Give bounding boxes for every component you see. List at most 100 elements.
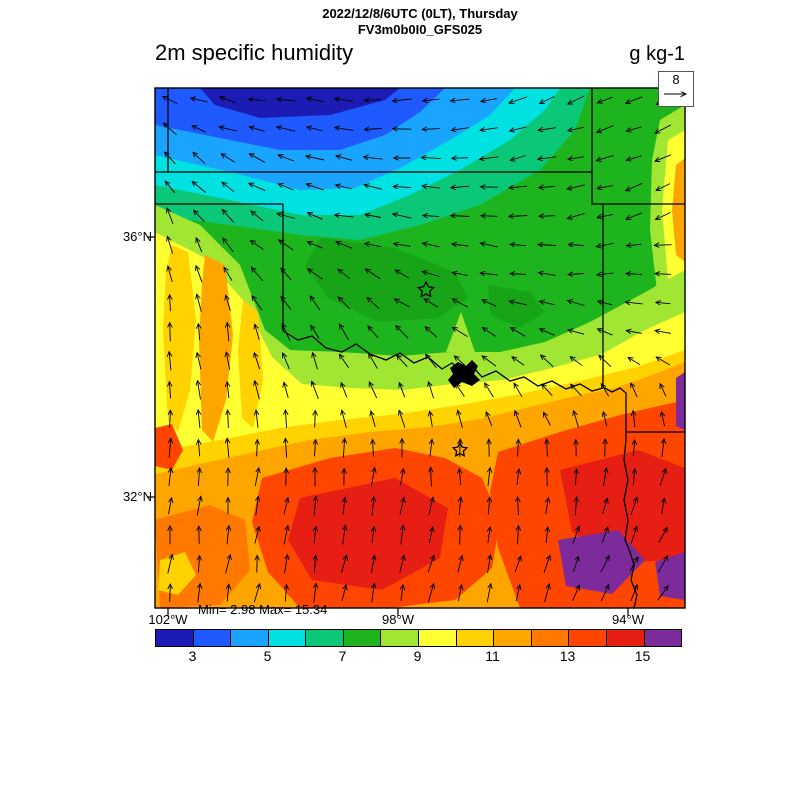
wind-arrow [169, 352, 171, 371]
wind-arrow [279, 240, 294, 251]
wind-arrow [372, 497, 374, 516]
wind-arrow [225, 555, 231, 574]
wind-arrow [597, 273, 614, 275]
wind-arrow [341, 585, 346, 602]
wind-arrow [257, 440, 258, 457]
wind-arrow [486, 584, 491, 603]
field-name-label: 2m specific humidity [155, 40, 354, 65]
wind-arrow [488, 468, 490, 487]
wind-arrow [252, 296, 263, 311]
wind-arrow [365, 215, 382, 218]
wind-arrow [401, 585, 403, 602]
wind-arrow [422, 272, 440, 277]
wind-arrow [198, 556, 199, 573]
wind-arrow [603, 412, 606, 427]
wind-arrow [599, 355, 612, 368]
wind-arrow [256, 410, 258, 428]
wind-arrow [335, 215, 354, 217]
wind-arrow [660, 384, 667, 397]
wind-arrow [509, 216, 528, 217]
wind-arrow [399, 498, 404, 515]
wind-arrow [486, 412, 493, 427]
wind-arrow [598, 301, 613, 306]
wind-arrow [453, 327, 468, 337]
wind-arrow [514, 556, 521, 573]
wind-arrow [510, 274, 526, 275]
wind-arrow [511, 328, 526, 337]
colorbar-tick-label: 13 [559, 648, 576, 664]
colorbar-tick-label: 7 [338, 648, 347, 664]
wind-arrow [193, 152, 206, 165]
wind-arrow [626, 96, 643, 103]
wind-arrow [285, 410, 286, 429]
wind-arrow [335, 99, 354, 102]
city-star-marker [416, 280, 436, 298]
wind-arrow [308, 269, 323, 280]
wind-arrow [662, 439, 664, 458]
wind-arrow [655, 274, 671, 275]
map-frame [154, 87, 686, 609]
wind-arrow [285, 438, 286, 458]
wind-arrow [567, 184, 585, 189]
wind-arrow [191, 98, 208, 103]
wind-arrow [223, 238, 234, 253]
colorbar-segment [268, 630, 307, 646]
wind-arrow [423, 215, 440, 216]
wind-arrow [459, 469, 460, 486]
wind-arrow [364, 129, 382, 130]
wind-arrow [399, 383, 406, 398]
wind-arrow [256, 496, 258, 516]
wind-arrow [306, 156, 325, 161]
colorbar-segment [231, 630, 269, 646]
wind-arrow [597, 186, 613, 189]
plot-title-model: FV3m0b0I0_GFS025 [357, 22, 483, 37]
wind-arrow [224, 267, 233, 281]
wind-arrow [452, 299, 469, 308]
wind-arrow [226, 295, 231, 311]
wind-arrow [339, 354, 349, 369]
wind-arrow [457, 556, 462, 573]
wind-arrow [372, 583, 375, 603]
contour-region [288, 478, 448, 590]
colorbar-segment [343, 630, 382, 646]
wind-arrow [249, 183, 266, 192]
wind-arrow [282, 323, 291, 341]
wind-arrow [248, 99, 266, 101]
contour-region [676, 372, 685, 430]
wind-arrow [313, 353, 318, 370]
wind-arrow [460, 439, 461, 458]
state-border [591, 172, 604, 387]
wind-arrow [568, 245, 584, 246]
wind-arrow [422, 243, 440, 248]
wind-arrow [575, 497, 576, 516]
wind-arrow [570, 357, 583, 366]
wind-arrow [227, 584, 229, 602]
wind-arrow [568, 157, 585, 160]
wind-arrow [221, 154, 236, 163]
lat-label-32n: 32°N [122, 489, 152, 504]
wind-arrow [540, 301, 555, 306]
wind-arrow [315, 555, 316, 573]
wind-arrow [430, 411, 433, 427]
wind-arrow [626, 126, 642, 131]
wind-arrow [426, 354, 437, 368]
wind-arrow [481, 216, 498, 217]
wind-arrow [278, 155, 294, 162]
wind-arrow [369, 382, 378, 399]
wind-arrow [343, 439, 344, 458]
lat-label-36n: 36°N [122, 229, 152, 244]
wind-arrow [482, 356, 497, 367]
wind-arrow [545, 498, 549, 515]
wind-arrow [367, 297, 380, 309]
contour-region [200, 88, 400, 118]
wind-arrow [576, 469, 577, 485]
wind-arrow [340, 555, 346, 574]
wind-arrow [307, 242, 323, 249]
wind-arrow [630, 585, 637, 602]
min-max-stats: Min= 2.98 Max= 15.34 [198, 602, 328, 617]
wind-arrow [573, 556, 579, 572]
reference-vector-box: 8 [658, 71, 694, 107]
wind-arrow [515, 411, 522, 428]
wind-arrow [633, 411, 635, 428]
wind-arrow [170, 323, 171, 342]
